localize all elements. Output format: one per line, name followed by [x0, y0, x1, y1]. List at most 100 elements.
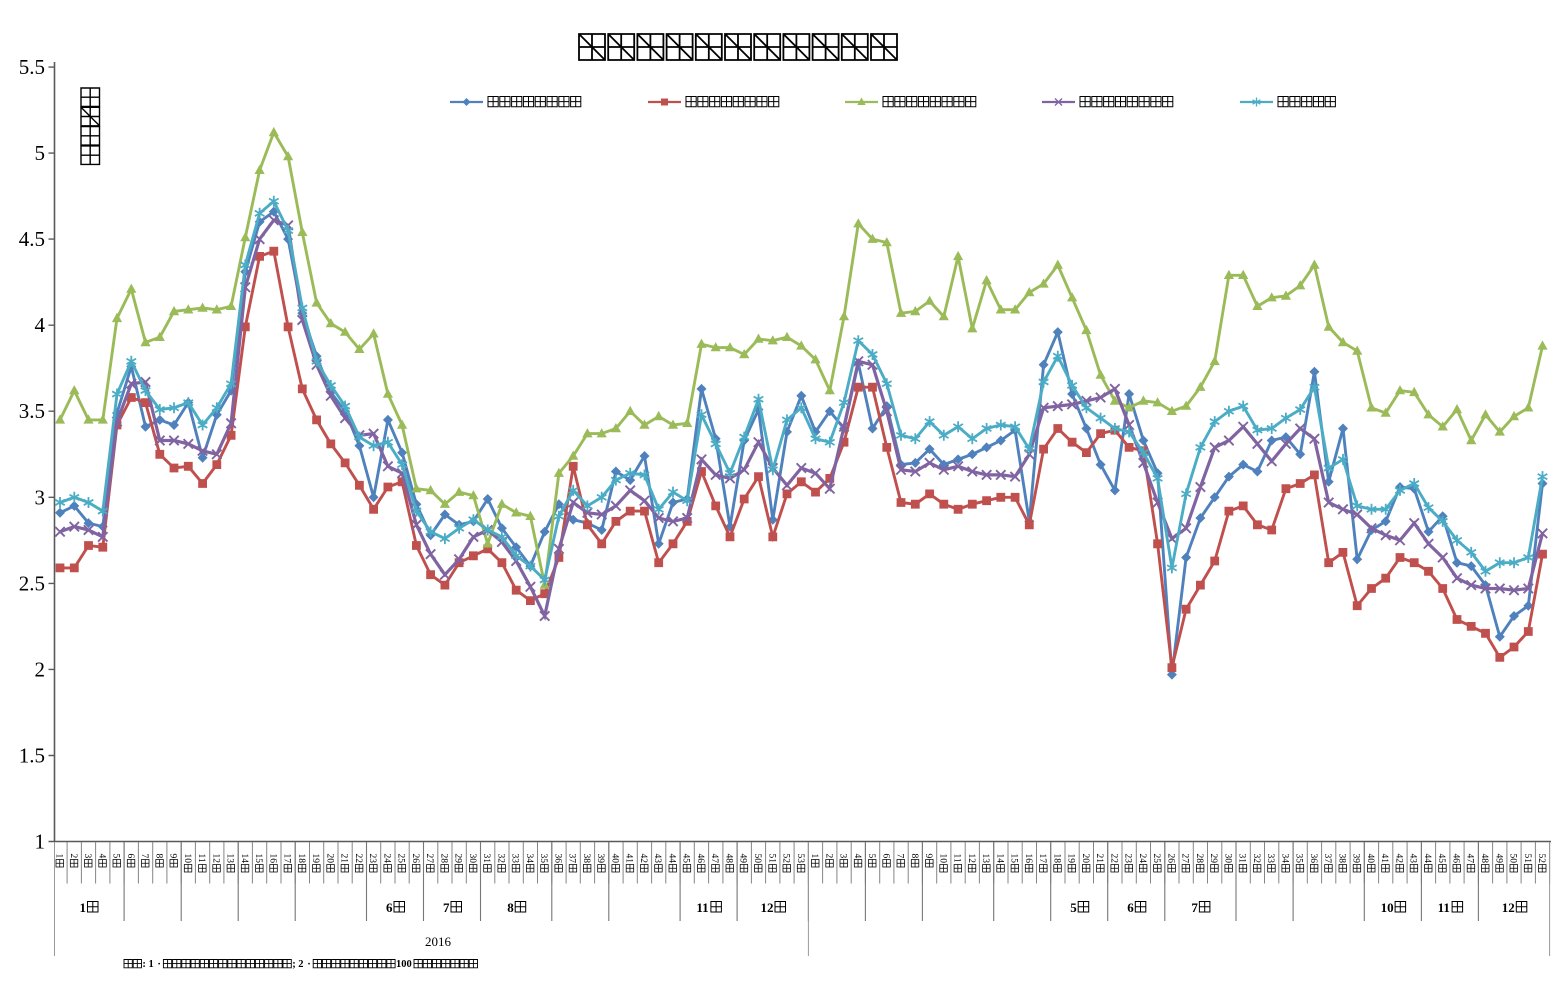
svg-text:26: 26	[410, 854, 420, 864]
svg-text:10: 10	[937, 854, 947, 864]
svg-text:37: 37	[1322, 854, 1332, 864]
svg-text:2: 2	[68, 854, 78, 859]
svg-text:20: 20	[324, 854, 334, 864]
svg-text:38: 38	[581, 854, 591, 864]
svg-text:1: 1	[809, 854, 819, 859]
svg-text:45: 45	[681, 854, 691, 864]
svg-text:12: 12	[966, 854, 976, 864]
svg-text:45: 45	[1436, 854, 1446, 864]
svg-text:34: 34	[1279, 854, 1289, 864]
svg-text:28: 28	[1194, 854, 1204, 864]
svg-text:42: 42	[638, 854, 648, 864]
svg-text:38: 38	[1337, 854, 1347, 864]
svg-text:9: 9	[168, 854, 178, 859]
svg-text:12: 12	[761, 900, 774, 915]
svg-text:46: 46	[695, 854, 705, 864]
svg-text:40: 40	[1365, 854, 1375, 864]
svg-text:35: 35	[1294, 854, 1304, 864]
svg-text:: 1: : 1	[142, 959, 153, 970]
svg-text:41: 41	[624, 854, 634, 864]
svg-text:15: 15	[253, 854, 263, 864]
svg-text:28: 28	[438, 854, 448, 864]
svg-text:3.5: 3.5	[19, 399, 45, 423]
svg-text:13: 13	[980, 854, 990, 864]
svg-text:20: 20	[1080, 854, 1090, 864]
svg-text:34: 34	[524, 854, 534, 864]
svg-text:44: 44	[1422, 854, 1432, 864]
svg-text:18: 18	[1051, 854, 1061, 864]
svg-text:42: 42	[1394, 854, 1404, 864]
svg-text:30: 30	[467, 854, 477, 864]
svg-text:10: 10	[182, 854, 192, 864]
svg-text:51: 51	[1522, 854, 1532, 864]
svg-text:7: 7	[443, 900, 450, 915]
svg-text:49: 49	[738, 854, 748, 864]
svg-text:44: 44	[667, 854, 677, 864]
svg-text:5: 5	[866, 854, 876, 859]
svg-text:25: 25	[1151, 854, 1161, 864]
svg-text:12: 12	[210, 854, 220, 864]
svg-text:30: 30	[1222, 854, 1232, 864]
svg-text:3: 3	[82, 854, 92, 859]
svg-text:·: ·	[157, 959, 161, 970]
svg-text:5: 5	[111, 854, 121, 859]
svg-text:8: 8	[507, 900, 514, 915]
svg-text:2016: 2016	[425, 934, 452, 949]
svg-text:33: 33	[1265, 854, 1275, 864]
svg-text:4: 4	[35, 313, 46, 337]
svg-text:48: 48	[724, 854, 734, 864]
svg-text:43: 43	[1408, 854, 1418, 864]
svg-text:16: 16	[267, 854, 277, 864]
svg-text:14: 14	[239, 854, 249, 864]
svg-text:31: 31	[481, 854, 491, 864]
svg-text:10: 10	[1381, 900, 1394, 915]
svg-text:9: 9	[923, 854, 933, 859]
svg-text:43: 43	[652, 854, 662, 864]
svg-text:11: 11	[1438, 900, 1450, 915]
svg-text:49: 49	[1493, 854, 1503, 864]
svg-text:100: 100	[396, 959, 412, 970]
svg-text:11: 11	[952, 854, 962, 863]
svg-text:1: 1	[35, 830, 46, 854]
svg-text:14: 14	[994, 854, 1004, 864]
svg-text:51: 51	[766, 854, 776, 864]
svg-text:5: 5	[1070, 900, 1077, 915]
svg-text:·: ·	[307, 959, 311, 970]
svg-text:27: 27	[424, 854, 434, 864]
svg-text:50: 50	[752, 854, 762, 864]
svg-text:8: 8	[909, 854, 919, 859]
svg-text:1: 1	[54, 854, 64, 859]
svg-text:3: 3	[35, 485, 46, 509]
svg-text:19: 19	[1066, 854, 1076, 864]
svg-text:22: 22	[353, 854, 363, 864]
svg-text:35: 35	[538, 854, 548, 864]
svg-text:6: 6	[125, 854, 135, 859]
svg-text:16: 16	[1023, 854, 1033, 864]
svg-text:4: 4	[96, 854, 106, 859]
svg-text:50: 50	[1508, 854, 1518, 864]
svg-text:6: 6	[880, 854, 890, 859]
svg-text:40: 40	[609, 854, 619, 864]
svg-text:23: 23	[1123, 854, 1133, 864]
svg-text:46: 46	[1451, 854, 1461, 864]
svg-text:27: 27	[1180, 854, 1190, 864]
svg-text:31: 31	[1237, 854, 1247, 864]
svg-text:21: 21	[339, 854, 349, 864]
svg-text:12: 12	[1502, 900, 1515, 915]
svg-text:47: 47	[1465, 854, 1475, 864]
svg-text:4.5: 4.5	[19, 227, 45, 251]
svg-text:52: 52	[1536, 854, 1546, 864]
svg-text:52: 52	[781, 854, 791, 864]
svg-text:5: 5	[35, 141, 46, 165]
svg-text:22: 22	[1108, 854, 1118, 864]
svg-text:7: 7	[895, 854, 905, 859]
svg-text:36: 36	[552, 854, 562, 864]
svg-text:24: 24	[381, 854, 391, 864]
svg-text:32: 32	[1251, 854, 1261, 864]
svg-text:41: 41	[1379, 854, 1389, 864]
svg-text:47: 47	[709, 854, 719, 864]
svg-text:33: 33	[510, 854, 520, 864]
svg-text:6: 6	[1127, 900, 1134, 915]
svg-text:7: 7	[139, 854, 149, 859]
svg-text:11: 11	[696, 900, 708, 915]
